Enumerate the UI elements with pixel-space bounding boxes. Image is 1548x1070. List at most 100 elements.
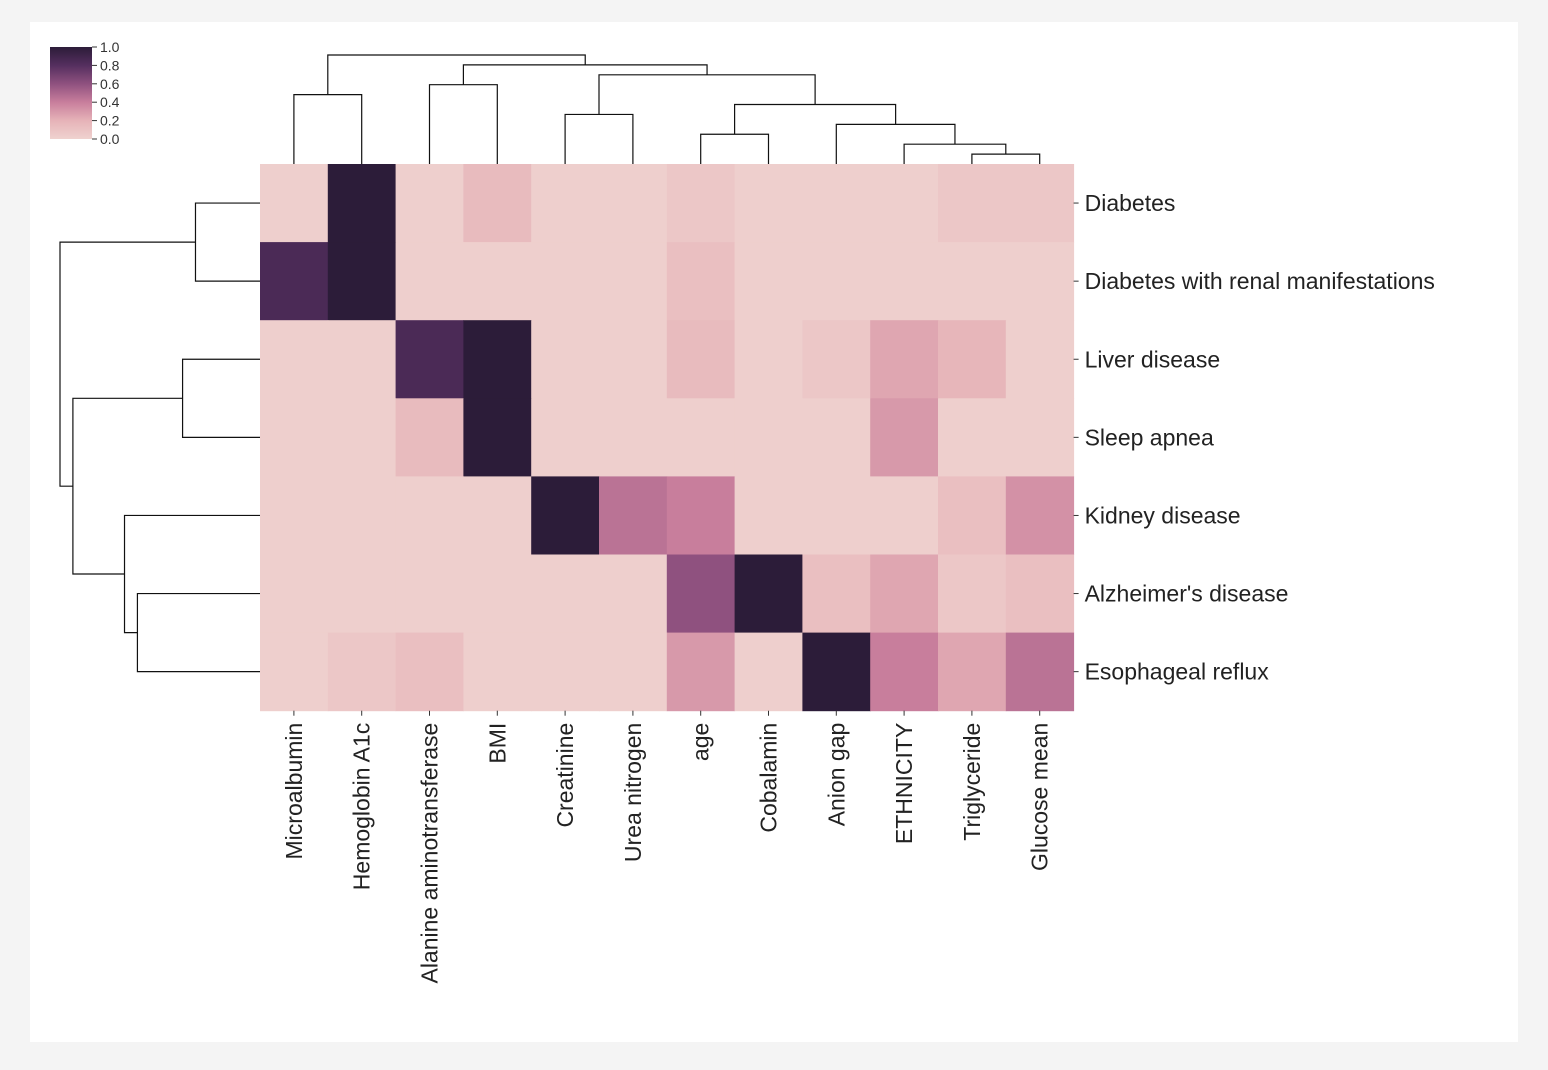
row-label: Alzheimer's disease: [1085, 581, 1289, 607]
colorbar-tick-label: 0.6: [100, 76, 120, 92]
column-label: BMI: [484, 723, 510, 764]
heatmap-cell: [938, 554, 1007, 634]
column-dendrogram-link: [462, 64, 708, 85]
column-dendrogram: [293, 54, 1041, 164]
heatmap-cell: [395, 164, 464, 243]
heatmap-cell: [395, 242, 464, 321]
heatmap-cell: [666, 632, 736, 712]
heatmap-cell: [599, 320, 668, 399]
heatmap-cell: [395, 632, 464, 712]
heatmap-cell: [531, 164, 600, 243]
heatmap-cell: [260, 398, 329, 477]
heatmap-cell: [531, 632, 600, 712]
heatmap-cell: [802, 632, 871, 712]
heatmap-cell: [531, 242, 600, 321]
heatmap-cell: [327, 164, 397, 243]
heatmap-cell: [870, 476, 939, 555]
heatmap-cell: [599, 554, 668, 634]
heatmap-cell: [938, 242, 1007, 321]
column-labels: Microalbumin Hemoglobin A1c Alanine aminot…: [281, 710, 1053, 984]
row-label: Esophageal reflux: [1085, 659, 1270, 685]
column-label: ETHNICITY: [891, 723, 917, 844]
row-dendrogram-link: [123, 514, 260, 634]
heatmap-cell: [1005, 554, 1075, 634]
heatmap-cell: [1005, 164, 1075, 243]
row-dendrogram-link: [59, 241, 196, 487]
heatmap-cell: [1005, 320, 1075, 399]
heatmap-cell: [802, 242, 871, 321]
colorbar-tick-label: 0.8: [100, 57, 120, 73]
column-label: Microalbumin: [281, 723, 307, 860]
heatmap-cell: [599, 164, 668, 243]
row-dendrogram-link: [181, 358, 260, 438]
heatmap-cell: [327, 242, 397, 321]
column-dendrogram-link: [734, 103, 897, 135]
heatmap-cell: [531, 554, 600, 634]
colorbar-tick-label: 0.4: [100, 94, 120, 110]
row-label: Kidney disease: [1085, 502, 1241, 528]
heatmap-cell: [531, 476, 600, 555]
column-label: Anion gap: [823, 723, 849, 827]
row-labels: Diabetes Diabetes with renal manifestatio…: [1073, 190, 1435, 685]
heatmap-cell: [734, 320, 803, 399]
heatmap-cell: [734, 398, 803, 477]
heatmap-cell: [463, 398, 532, 477]
column-dendrogram-link: [700, 133, 770, 164]
heatmap-cell: [260, 242, 329, 321]
heatmap-cell: [1005, 398, 1075, 477]
row-label: Diabetes: [1085, 190, 1176, 216]
heatmap-cell: [802, 320, 871, 399]
heatmap-cell: [327, 320, 397, 399]
heatmap-cell: [599, 398, 668, 477]
column-dendrogram-link: [598, 74, 816, 115]
heatmap-cell: [734, 164, 803, 243]
heatmap-cell: [666, 476, 736, 555]
column-label: Alanine aminotransferase: [417, 723, 443, 984]
heatmap-cell: [938, 398, 1007, 477]
heatmap-cell: [327, 398, 397, 477]
column-label: Creatinine: [552, 723, 578, 828]
column-label: age: [688, 723, 714, 761]
colorbar-gradient: [50, 47, 92, 139]
heatmap-cell: [1005, 476, 1075, 555]
colorbar-tick-label: 1.0: [100, 39, 120, 55]
heatmap-cell: [870, 164, 939, 243]
heatmap-cell: [734, 632, 803, 712]
heatmap-cell: [1005, 242, 1075, 321]
heatmap-cell: [395, 320, 464, 399]
row-dendrogram-link: [136, 592, 260, 673]
heatmap-cell: [463, 320, 532, 399]
column-dendrogram-link: [903, 143, 1007, 164]
heatmap-cell: [938, 632, 1007, 712]
column-dendrogram-link: [293, 94, 363, 164]
heatmap-cell: [463, 632, 532, 712]
heatmap-cell: [666, 554, 736, 634]
heatmap-cell: [463, 554, 532, 634]
column-dendrogram-link: [835, 123, 956, 164]
heatmap-cell: [599, 476, 668, 555]
heatmap-cell: [395, 476, 464, 555]
row-label: Diabetes with renal manifestations: [1085, 268, 1435, 294]
column-label: Cobalamin: [756, 723, 782, 833]
heatmap-cell: [463, 476, 532, 555]
heatmap-cell: [531, 320, 600, 399]
colorbar-tick-label: 0.2: [100, 113, 120, 129]
heatmap-cell: [1005, 632, 1075, 712]
row-dendrogram-link: [194, 202, 260, 282]
heatmap-cell: [938, 164, 1007, 243]
column-dendrogram-link: [327, 54, 586, 95]
heatmap-cell: [260, 554, 329, 634]
heatmap-cell: [666, 398, 736, 477]
heatmap-cell: [802, 164, 871, 243]
heatmap-cell: [870, 632, 939, 712]
heatmap-cell: [870, 554, 939, 634]
column-label: Triglyceride: [959, 723, 985, 841]
heatmap-cell: [870, 320, 939, 399]
heatmap-cell: [260, 476, 329, 555]
heatmap-cell: [938, 320, 1007, 399]
heatmap-cell: [599, 242, 668, 321]
heatmap-cell: [395, 554, 464, 634]
heatmap-cell: [870, 242, 939, 321]
heatmap-cell: [870, 398, 939, 477]
heatmap-cell: [802, 554, 871, 634]
